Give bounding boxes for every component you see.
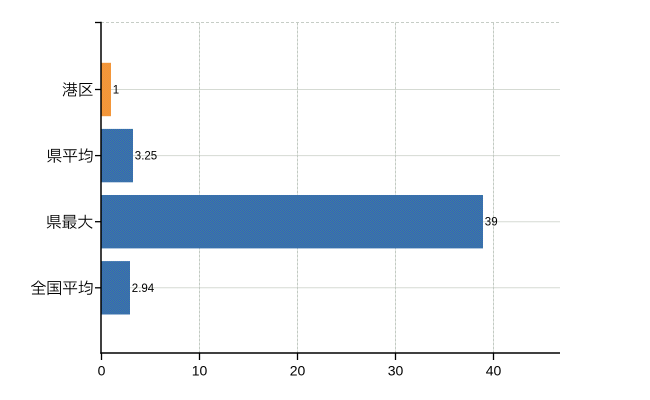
svg-text:39: 39	[485, 217, 498, 229]
svg-text:10: 10	[192, 363, 208, 379]
svg-text:0: 0	[98, 363, 106, 379]
svg-text:30: 30	[388, 363, 404, 379]
svg-text:20: 20	[290, 363, 306, 379]
svg-text:2.94: 2.94	[132, 283, 155, 295]
svg-text:40: 40	[486, 363, 502, 379]
svg-text:3.25: 3.25	[135, 151, 157, 163]
svg-text:1: 1	[113, 85, 119, 97]
